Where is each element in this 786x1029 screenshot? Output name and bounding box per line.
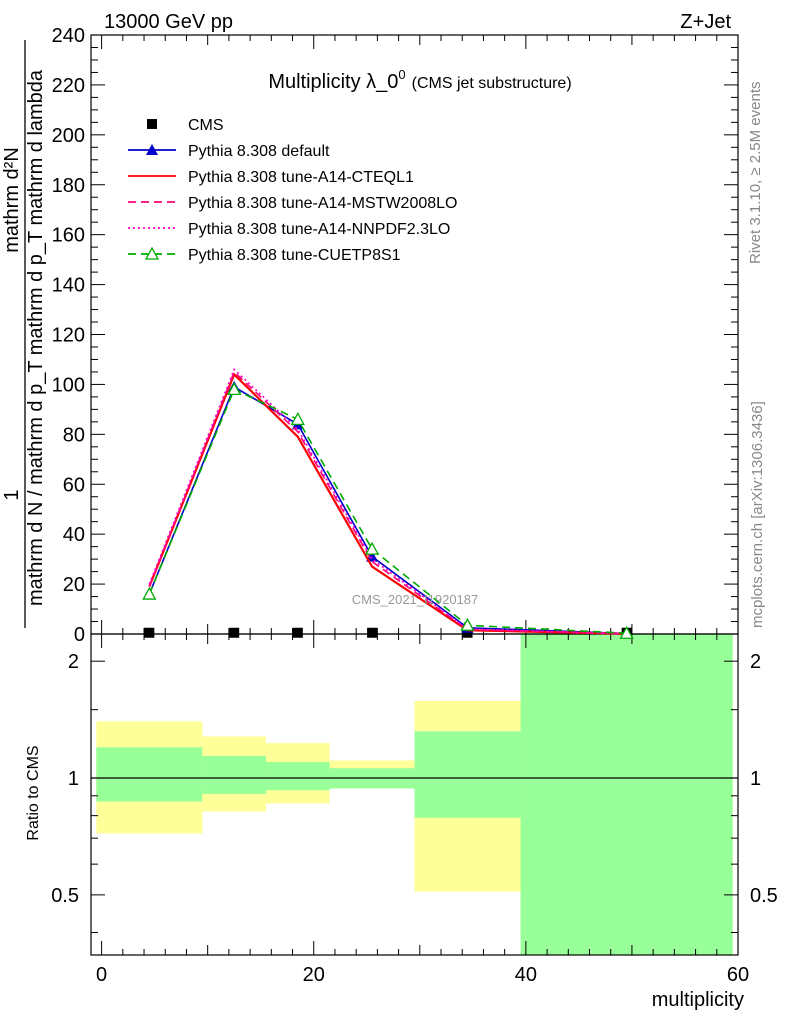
ratio-band-green	[202, 755, 267, 794]
y-tick-label: 0	[74, 624, 85, 646]
y-tick-label: 60	[63, 474, 85, 496]
legend-label-1: Pythia 8.308 default	[188, 143, 330, 160]
mcplots-label: mcplots.cern.ch [arXiv:1306.3436]	[749, 401, 766, 628]
series-point-5	[227, 382, 242, 396]
ratio-band-green	[266, 761, 330, 791]
series-point-5	[142, 586, 157, 600]
x-tick-label: 0	[96, 964, 107, 986]
y-tick-label: 160	[52, 225, 85, 247]
series-line-5	[148, 388, 627, 635]
y-tick-label: 180	[52, 175, 85, 197]
legend: CMS Pythia 8.308 default Pythia 8.308 tune…	[128, 117, 457, 264]
ratio-band-green	[96, 747, 203, 802]
x-tick-label: 20	[303, 964, 325, 986]
legend-label-2: Pythia 8.308 tune-A14-CTEQL1	[188, 169, 414, 186]
y-tick-label: 100	[52, 374, 85, 396]
watermark: CMS_2021_I1920187	[352, 592, 479, 607]
rivet-label: Rivet 3.1.10, ≥ 2.5M events	[747, 82, 764, 265]
series-point-5	[460, 617, 475, 631]
series-point-0	[367, 627, 378, 638]
ratio-frame	[90, 633, 739, 956]
ratio-y-tick-label: 1	[68, 768, 79, 790]
main-y-label: 1 mathrm d N / mathrm d p_T mathrm d p_T…	[1, 40, 47, 628]
y-tick-label: 140	[52, 275, 85, 297]
y-tick-label: 80	[63, 424, 85, 446]
legend-marker-1	[146, 144, 158, 155]
series-line-3	[148, 370, 627, 635]
ratio-y-tick-label-right: 1	[750, 768, 761, 790]
main-axes: 0 20 40 60 80 100 120 140 160 180 200 220 240	[52, 25, 739, 646]
main-series	[142, 368, 634, 639]
ratio-y-tick-label-right: 2	[750, 651, 761, 673]
ratio-band-green	[520, 634, 733, 955]
plot-title: Multiplicity λ_00(CMS jet substructure)	[268, 67, 571, 93]
legend-label-0: CMS	[188, 117, 224, 134]
y-label-top: mathrm d²N	[1, 147, 23, 253]
x-tick-label: 40	[515, 964, 537, 986]
legend-label-4: Pythia 8.308 tune-A14-NNPDF2.3LO	[188, 221, 450, 238]
header-left: 13000 GeV pp	[104, 11, 233, 33]
series-point-5	[619, 625, 634, 639]
legend-marker-0	[147, 119, 157, 129]
series-point-1	[366, 550, 379, 562]
y-tick-label: 40	[63, 524, 85, 546]
y-tick-label: 240	[52, 25, 85, 47]
ratio-band-green	[414, 731, 521, 818]
header-right: Z+Jet	[680, 11, 731, 33]
y-tick-label: 120	[52, 325, 85, 347]
series-point-5	[290, 412, 305, 426]
y-label-numerator: 1	[1, 489, 23, 500]
x-tick-label: 60	[727, 964, 749, 986]
legend-marker-5	[144, 246, 160, 260]
ratio-y-tick-label: 2	[68, 651, 79, 673]
legend-label-3: Pythia 8.308 tune-A14-MSTW2008LO	[188, 195, 457, 212]
ratio-y-tick-label-right: 0.5	[750, 885, 778, 907]
series-point-0	[292, 627, 303, 638]
series-point-0	[144, 627, 155, 638]
x-axis-label: multiplicity	[652, 989, 744, 1011]
y-tick-label: 220	[52, 75, 85, 97]
y-label-denominator: mathrm d N / mathrm d p_T mathrm d p_T m…	[25, 69, 47, 606]
ratio-y-tick-label: 0.5	[51, 885, 79, 907]
series-point-5	[364, 541, 380, 555]
series-point-0	[229, 627, 240, 638]
ratio-axes: 0.5 0.51 12 20 20 40 60	[51, 633, 778, 986]
y-tick-label: 20	[63, 574, 85, 596]
y-tick-label: 200	[52, 125, 85, 147]
ratio-bands	[96, 634, 733, 955]
legend-label-5: Pythia 8.308 tune-CUETP8S1	[188, 247, 401, 264]
ratio-y-label: Ratio to CMS	[25, 745, 42, 840]
